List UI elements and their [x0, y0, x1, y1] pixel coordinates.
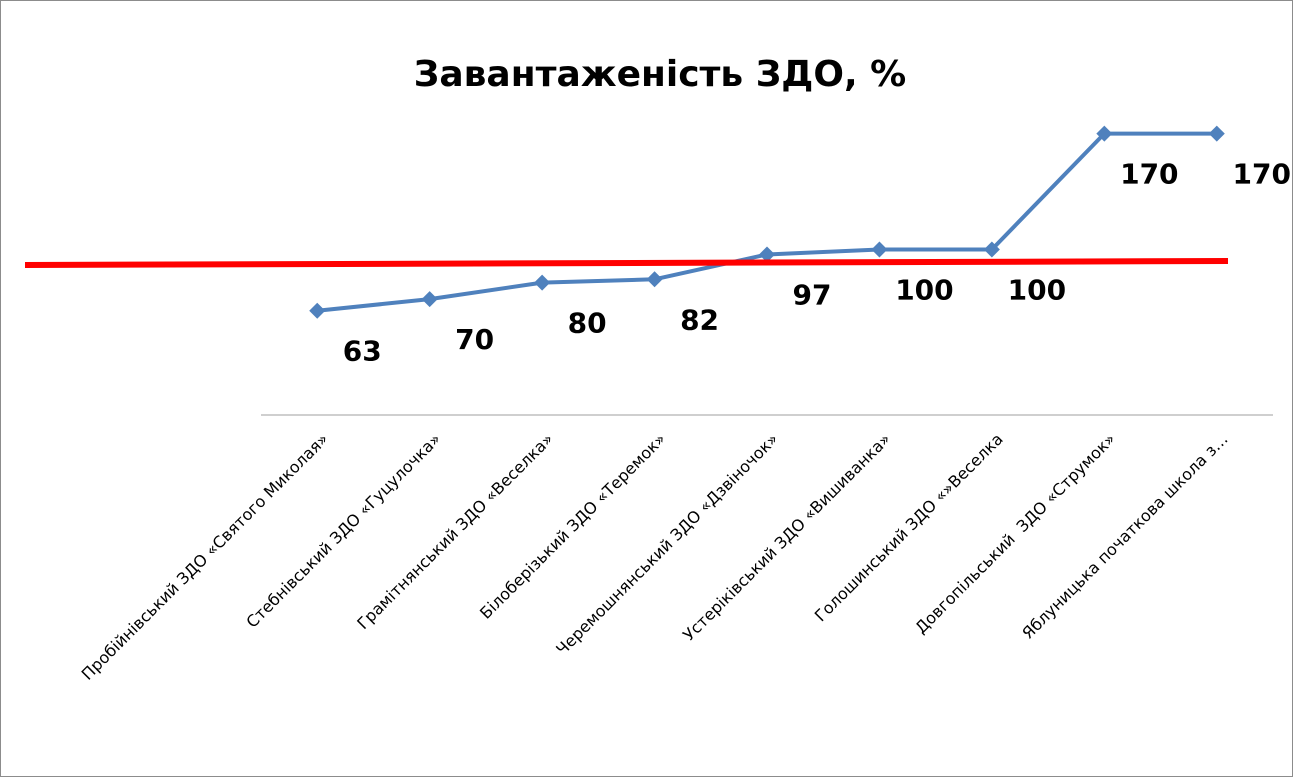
data-label: 63 [343, 335, 382, 368]
data-label: 170 [1233, 158, 1291, 191]
marker [1096, 125, 1113, 142]
marker [759, 246, 775, 263]
data-label: 97 [793, 278, 832, 311]
data-label: 100 [1008, 274, 1066, 307]
reference-line [24, 258, 1229, 268]
data-label: 170 [1120, 158, 1178, 191]
data-label: 70 [455, 323, 494, 356]
marker [871, 241, 888, 258]
marker [983, 241, 1000, 258]
data-label: 82 [680, 303, 719, 336]
marker [421, 291, 438, 308]
data-label: 80 [568, 307, 607, 340]
marker [646, 271, 663, 288]
marker [1208, 125, 1225, 142]
marker [534, 274, 551, 291]
marker [309, 302, 326, 319]
data-label: 100 [895, 274, 953, 307]
chart-title: Завантаженість ЗДО, % [414, 54, 906, 95]
